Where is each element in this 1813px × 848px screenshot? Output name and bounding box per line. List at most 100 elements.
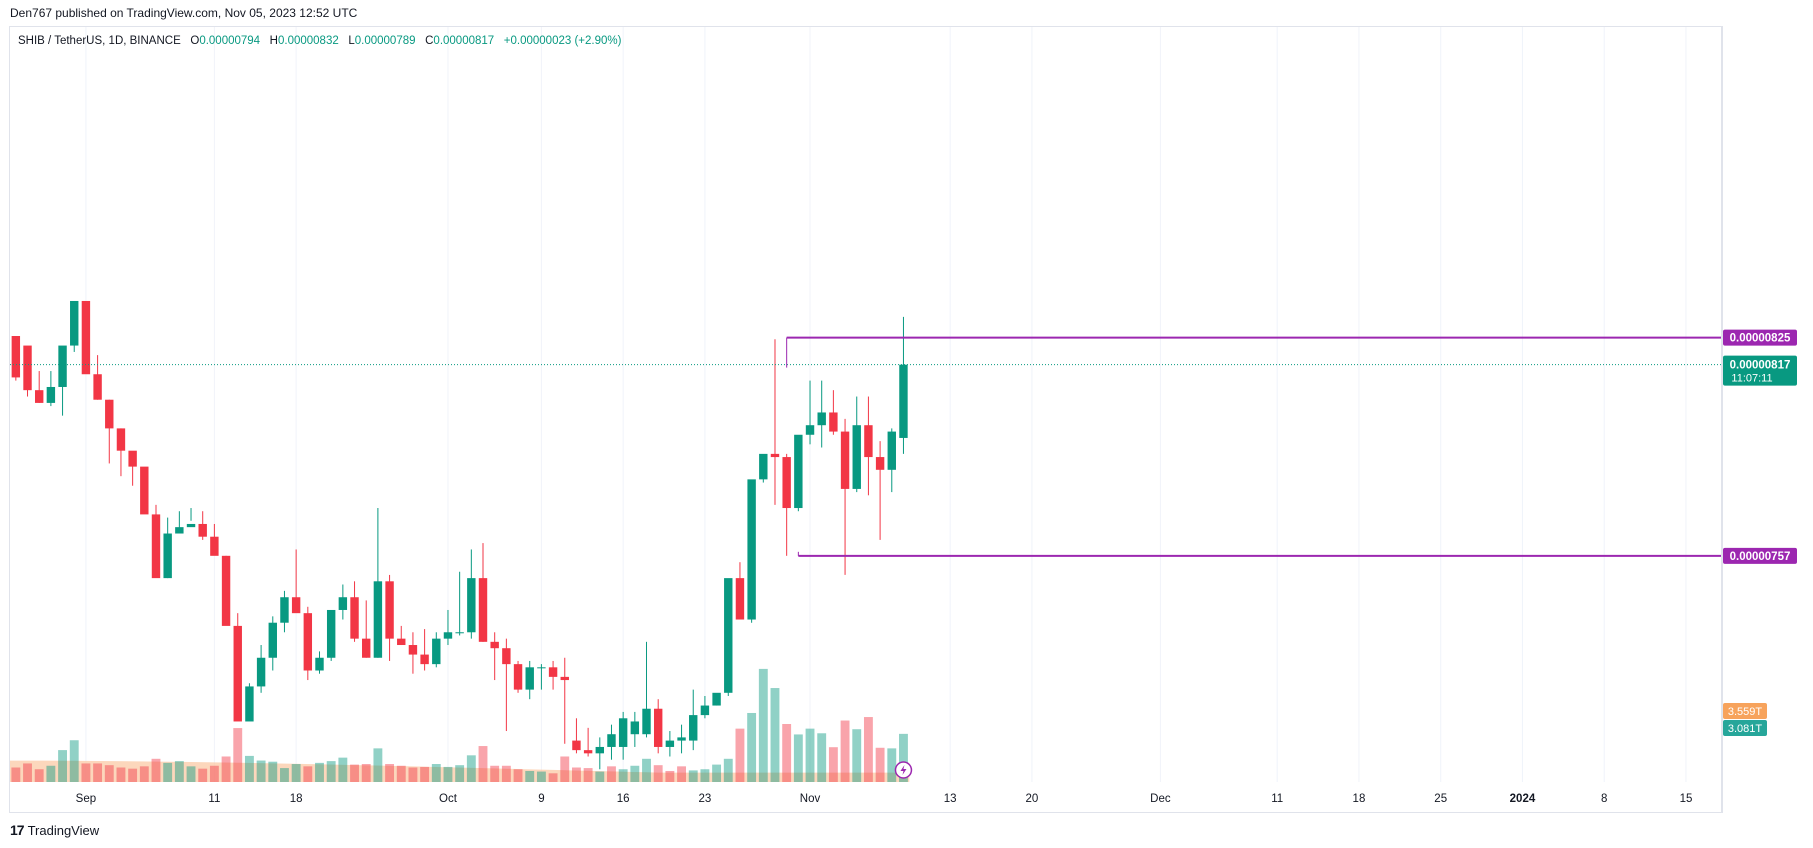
volume-value-label: 3.559T xyxy=(1728,706,1763,718)
volume-bar xyxy=(723,758,733,782)
volume-bar xyxy=(315,762,324,782)
candle-body xyxy=(747,479,756,620)
volume-bar xyxy=(852,729,862,782)
volume-bar xyxy=(793,734,803,782)
candle-body xyxy=(805,425,815,435)
volume-bar xyxy=(466,755,476,782)
volume-bar xyxy=(490,765,500,782)
volume-bar xyxy=(583,768,593,782)
volume-bar xyxy=(93,763,103,782)
volume-bar xyxy=(455,765,465,782)
volume-bar xyxy=(899,733,908,782)
volume-bar xyxy=(478,746,488,782)
candle-body xyxy=(432,638,441,665)
chart-pane[interactable] xyxy=(9,26,1722,813)
candle-body xyxy=(163,533,172,579)
volume-bar xyxy=(595,771,605,782)
volume-bar xyxy=(688,770,698,782)
candle-body xyxy=(23,345,32,391)
candle-body xyxy=(233,625,242,722)
lightning-bolt-icon xyxy=(900,765,907,775)
candle-body xyxy=(595,746,605,754)
volume-bar xyxy=(536,771,546,782)
candle-body xyxy=(291,597,301,614)
level-price-tag xyxy=(1723,329,1797,346)
x-tick-label: Dec xyxy=(1150,793,1171,805)
last-price-label: 0.00000817 xyxy=(1730,360,1791,372)
candle-body xyxy=(618,718,628,747)
candle-body xyxy=(140,466,149,515)
candle-body xyxy=(560,676,569,681)
candle-body xyxy=(362,638,371,658)
volume-bar xyxy=(712,764,722,782)
candle-body xyxy=(572,740,581,751)
volume-bar xyxy=(385,764,395,782)
volume-bar xyxy=(513,769,523,782)
volume-bar xyxy=(443,766,453,782)
candle-body xyxy=(665,740,675,747)
candle-body xyxy=(525,667,534,690)
candle-body xyxy=(350,597,359,639)
volume-bar xyxy=(828,747,838,782)
candle-body xyxy=(887,431,896,470)
volume-bar xyxy=(128,768,138,782)
volume-bar xyxy=(525,770,535,782)
candle-body xyxy=(70,300,79,346)
volume-bar xyxy=(303,766,313,782)
volume-bar xyxy=(350,764,359,782)
candle-body xyxy=(689,715,698,741)
volume-bar xyxy=(151,758,161,782)
candle-body xyxy=(175,527,184,534)
change-value: +0.00000023 (+2.90%) xyxy=(503,35,622,47)
candle-body xyxy=(642,708,651,735)
footer-brand[interactable]: 17 TradingView xyxy=(10,822,99,838)
candle-body xyxy=(34,390,44,403)
candle-body xyxy=(537,667,546,669)
volume-bar xyxy=(420,766,430,782)
candle-body xyxy=(128,450,137,467)
candle-body xyxy=(338,597,348,610)
candle-body xyxy=(794,434,803,509)
volume-bar xyxy=(607,766,616,782)
x-tick-label: 16 xyxy=(617,793,630,805)
candle-body xyxy=(455,632,464,634)
volume-bar xyxy=(817,733,827,782)
candle-body xyxy=(899,364,908,438)
x-tick-label: 18 xyxy=(1353,793,1366,805)
candle-body xyxy=(724,578,733,693)
candle-body xyxy=(770,453,780,458)
volume-bar xyxy=(840,720,850,782)
candle-body xyxy=(583,750,593,754)
candle-body xyxy=(443,632,453,639)
volume-bar xyxy=(408,767,418,782)
volume-value-tag xyxy=(1723,720,1767,736)
candle-body xyxy=(502,648,511,665)
candle-body xyxy=(653,708,663,747)
volume-bar xyxy=(326,761,336,782)
candle-body xyxy=(490,641,499,649)
symbol-legend[interactable]: SHIB / TetherUS, 1D, BINANCE O0.00000794… xyxy=(18,35,621,47)
candle-body xyxy=(303,613,313,671)
volume-bar xyxy=(770,688,780,782)
volume-bar xyxy=(11,767,21,782)
candle-body xyxy=(735,578,745,620)
volume-bar xyxy=(256,760,266,782)
symbol-name: SHIB / TetherUS, 1D, BINANCE xyxy=(18,35,181,47)
volume-bar xyxy=(209,765,219,782)
volume-bar xyxy=(221,756,231,782)
volume-bar xyxy=(58,750,67,782)
candle-body xyxy=(829,412,838,432)
x-tick-label: 18 xyxy=(290,793,303,805)
candle-body xyxy=(513,664,523,690)
volume-bar xyxy=(233,728,243,782)
open-label: O xyxy=(190,35,200,47)
candle-body xyxy=(397,638,406,646)
x-tick-label: Oct xyxy=(439,793,458,805)
tradingview-logo-icon: 17 xyxy=(10,822,25,838)
candle-body xyxy=(712,692,721,706)
volume-bar xyxy=(163,762,173,782)
price-axis[interactable] xyxy=(1722,26,1813,813)
volume-bar xyxy=(338,757,348,782)
x-tick-label: 25 xyxy=(1434,793,1447,805)
